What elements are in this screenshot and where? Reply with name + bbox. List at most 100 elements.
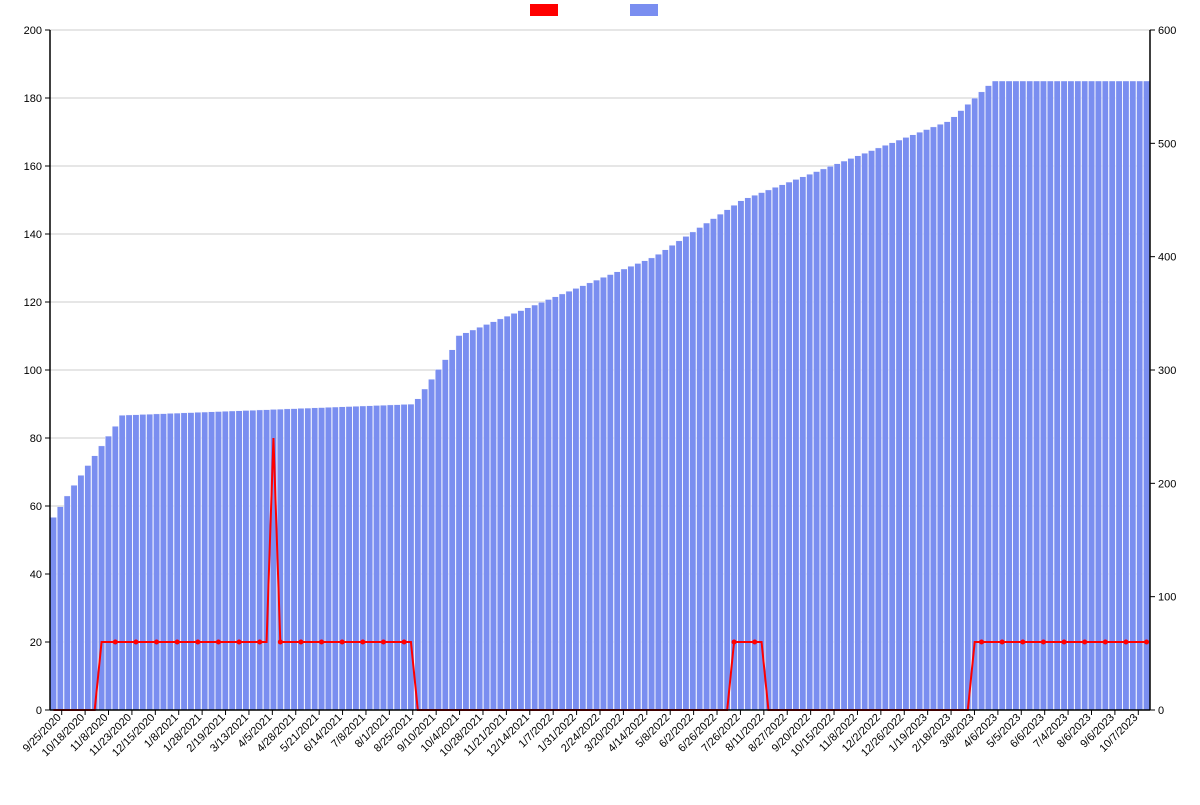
bar (373, 405, 379, 710)
bar (71, 485, 77, 710)
line-marker (319, 640, 324, 645)
bar (360, 406, 366, 710)
combo-chart: 0204060801001201401601802000100200300400… (0, 0, 1200, 800)
bar (1027, 81, 1033, 710)
bar (160, 414, 166, 710)
bar (545, 299, 551, 710)
y-right-tick-label: 600 (1158, 25, 1176, 37)
bar (607, 275, 613, 710)
bar (394, 405, 400, 710)
bar (587, 283, 593, 710)
bar (346, 407, 352, 710)
bar (738, 201, 744, 710)
bar (752, 195, 758, 710)
bar (1068, 81, 1074, 710)
bar (758, 193, 764, 710)
bar (862, 153, 868, 710)
line-marker (360, 640, 365, 645)
line-marker (1103, 640, 1108, 645)
bar (703, 223, 709, 710)
line-marker (113, 640, 118, 645)
line-marker (175, 640, 180, 645)
bar (683, 236, 689, 710)
bar (951, 117, 957, 710)
bar (731, 205, 737, 710)
bar (690, 232, 696, 710)
bar (1109, 81, 1115, 710)
y-left-tick-label: 60 (30, 501, 42, 513)
bar (236, 411, 242, 710)
bar (78, 475, 84, 710)
bar (525, 308, 531, 710)
y-right-tick-label: 500 (1158, 138, 1176, 150)
bar (1116, 81, 1122, 710)
y-left-tick-label: 140 (24, 229, 42, 241)
bar (635, 263, 641, 710)
bar (147, 414, 153, 710)
bar (339, 407, 345, 710)
bar (628, 266, 634, 710)
y-left-tick-label: 120 (24, 297, 42, 309)
bar (841, 161, 847, 710)
bar (257, 410, 263, 710)
y-left-tick-label: 20 (30, 637, 42, 649)
y-right-tick-label: 400 (1158, 252, 1176, 264)
bar (813, 172, 819, 710)
bar (552, 297, 558, 710)
bar (930, 127, 936, 710)
line-marker (979, 640, 984, 645)
bar (1013, 81, 1019, 710)
bar (435, 369, 441, 710)
chart-container: 0204060801001201401601802000100200300400… (0, 0, 1200, 800)
y-right-tick-label: 200 (1158, 478, 1176, 490)
bar (937, 124, 943, 710)
bar (676, 241, 682, 710)
bar (999, 81, 1005, 710)
bar (50, 517, 56, 710)
line-marker (1144, 640, 1149, 645)
y-left-tick-label: 180 (24, 93, 42, 105)
bar (765, 190, 771, 710)
line-marker (298, 640, 303, 645)
line-marker (402, 640, 407, 645)
bar (483, 324, 489, 710)
y-right-tick-label: 0 (1158, 705, 1164, 717)
bar (786, 182, 792, 710)
bar (793, 179, 799, 710)
bar (724, 210, 730, 710)
bar (1061, 81, 1067, 710)
line-marker (216, 640, 221, 645)
bar (985, 86, 991, 710)
bar (614, 272, 620, 710)
bar (380, 405, 386, 710)
bar (119, 415, 125, 710)
legend-swatch (630, 4, 658, 16)
bar (463, 333, 469, 710)
bar (64, 496, 70, 710)
bar (1040, 81, 1046, 710)
bar (332, 407, 338, 710)
bar (511, 313, 517, 710)
line-marker (1062, 640, 1067, 645)
bar (298, 408, 304, 710)
bar (243, 410, 249, 710)
bar (1095, 81, 1101, 710)
bar (875, 148, 881, 710)
bar (195, 412, 201, 710)
bar (1075, 81, 1081, 710)
bar (291, 409, 297, 710)
line-marker (1041, 640, 1046, 645)
bar (944, 122, 950, 710)
bar (965, 104, 971, 710)
bar (772, 187, 778, 710)
bar (470, 330, 476, 710)
bar (1033, 81, 1039, 710)
bar (387, 405, 393, 710)
bar (477, 327, 483, 710)
line-marker (195, 640, 200, 645)
bar (779, 185, 785, 710)
bar (449, 350, 455, 710)
bar (1047, 81, 1053, 710)
bar (367, 406, 373, 710)
bar (1102, 81, 1108, 710)
